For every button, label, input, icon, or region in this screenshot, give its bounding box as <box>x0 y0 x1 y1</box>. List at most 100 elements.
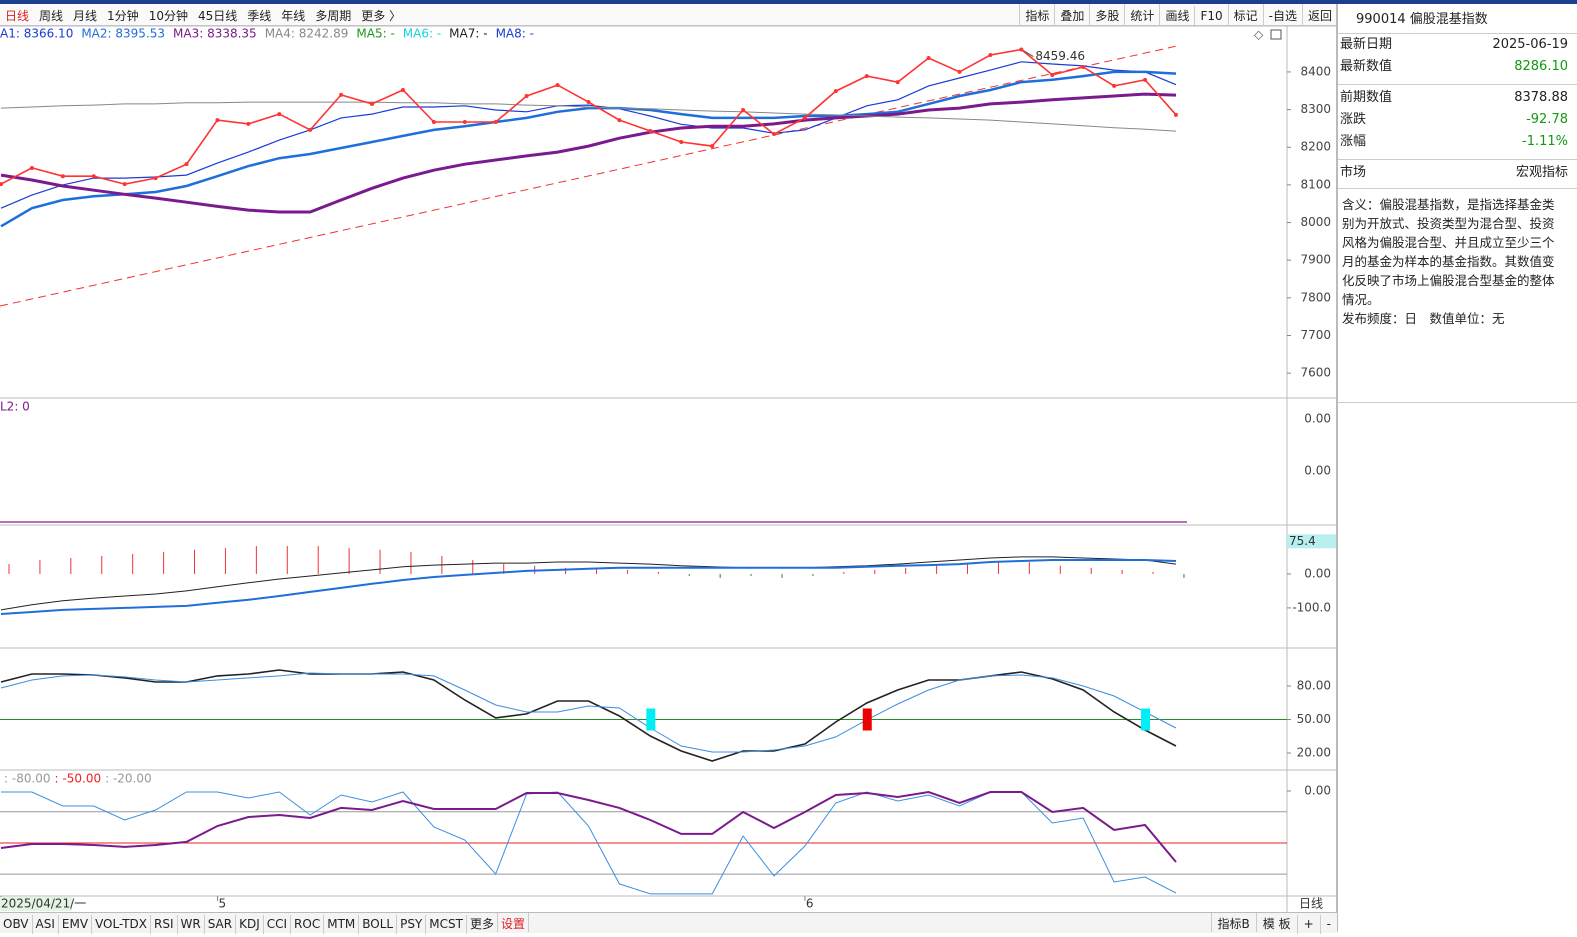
signal-marker <box>646 708 656 731</box>
price-dot <box>710 144 715 149</box>
level-label: : -20.00 <box>105 772 152 786</box>
price-dot <box>431 120 436 125</box>
template-buttons: 指标B 模 板 + - <box>1210 913 1337 934</box>
tool-button[interactable]: 叠加 <box>1054 4 1089 25</box>
tool-button[interactable]: F10 <box>1194 6 1227 27</box>
period-tab[interactable]: 更多 〉 <box>361 9 402 23</box>
indicator-tab[interactable]: EMV <box>59 915 93 934</box>
indicator-tab[interactable]: OBV <box>0 915 33 934</box>
ma-legend: MA8: - <box>496 27 534 41</box>
price-dot <box>0 182 3 187</box>
ma-legend: MA6: - <box>403 27 441 41</box>
series-line <box>0 556 1177 611</box>
period-tab[interactable]: 日线 <box>5 9 30 23</box>
price-dot <box>370 101 375 106</box>
template-button[interactable]: - <box>1319 915 1337 934</box>
ma-legend: A1: 8366.10 <box>0 27 73 41</box>
period-tab[interactable]: 年线 <box>281 9 306 23</box>
indicator-tab[interactable]: KDJ <box>236 915 264 934</box>
trend-line <box>0 45 1178 307</box>
period-tab[interactable]: 月线 <box>73 9 98 23</box>
divider <box>1338 402 1577 403</box>
tool-button[interactable]: 返回 <box>1301 4 1337 25</box>
y-tick-label: 8000 <box>1300 215 1331 229</box>
price-dot <box>988 52 993 57</box>
row-label: 最新数值 <box>1340 59 1393 74</box>
template-button[interactable]: 模 板 <box>1255 913 1297 932</box>
template-button[interactable]: 指标B <box>1210 913 1256 932</box>
price-dot <box>1019 47 1024 52</box>
tool-button[interactable]: 标记 <box>1227 4 1263 25</box>
indicator-tab[interactable]: PSY <box>397 915 427 934</box>
price-dot <box>60 174 65 179</box>
price-dot <box>339 92 344 97</box>
period-tab[interactable]: 10分钟 <box>148 9 188 23</box>
indicator-tab[interactable]: CCI <box>264 915 292 934</box>
y-tick-label: 0.00 <box>1304 412 1331 426</box>
price-dot <box>1112 83 1117 88</box>
period-tab[interactable]: 多周期 <box>315 9 352 23</box>
period-tab[interactable]: 季线 <box>247 9 272 23</box>
tool-button[interactable]: 指标 <box>1019 4 1054 25</box>
period-label: 日线 <box>1299 897 1323 911</box>
date-label: 2025/04/21/一 <box>1 897 86 911</box>
price-dot <box>1143 77 1148 82</box>
indicator-tab[interactable]: SAR <box>205 915 237 934</box>
y-tick-label: 7700 <box>1300 328 1331 342</box>
info-row: 涨跌 -92.78 <box>1338 109 1577 131</box>
y-tick-label: 8300 <box>1300 102 1331 116</box>
y-tick-label: 7800 <box>1300 290 1331 304</box>
tool-button[interactable]: 统计 <box>1124 4 1159 25</box>
date-label: 5 <box>218 897 226 911</box>
price-dot <box>308 127 313 132</box>
y-tick-label: 0.00 <box>1304 784 1331 798</box>
indicator-tab[interactable]: MTM <box>324 915 360 934</box>
price-dot <box>957 69 962 74</box>
price-dot <box>895 80 900 85</box>
indicator-tab[interactable]: ASI <box>33 915 59 934</box>
price-dot <box>215 118 220 123</box>
price-dot <box>524 94 529 99</box>
y-tick-label: 0.00 <box>1304 566 1331 580</box>
price-dot <box>400 88 405 93</box>
indicator-tab[interactable]: ROC <box>291 915 325 934</box>
y-tick-label: 8100 <box>1300 177 1331 191</box>
indicator-tab[interactable]: WR <box>178 915 205 934</box>
price-dot <box>246 121 251 126</box>
tool-button[interactable]: 画线 <box>1159 4 1194 25</box>
price-dot <box>586 100 591 105</box>
price-dot <box>122 182 127 187</box>
y-tick-label: 50.00 <box>1297 712 1331 726</box>
price-dot <box>29 165 34 170</box>
series-line <box>0 559 1177 615</box>
indicator-tab[interactable]: BOLL <box>359 915 398 934</box>
row-label: 最新日期 <box>1340 37 1393 52</box>
date-highlight <box>0 897 72 911</box>
indicator-tab[interactable]: RSI <box>151 915 178 934</box>
top-strip <box>0 0 1577 4</box>
y-tick-label: 20.00 <box>1297 746 1331 760</box>
peak-pointer <box>1023 50 1034 57</box>
period-tab[interactable]: 45日线 <box>197 9 238 23</box>
period-tab[interactable]: 1分钟 <box>107 9 139 23</box>
price-dot <box>617 118 622 123</box>
indicator-tab[interactable]: MCST <box>426 915 467 934</box>
series-line <box>0 790 1177 863</box>
y-tick-label: 8200 <box>1300 140 1331 154</box>
tool-button[interactable]: -自选 <box>1262 4 1302 25</box>
price-dot <box>802 115 807 120</box>
series-line <box>0 48 1177 185</box>
tool-button[interactable]: 多股 <box>1089 4 1124 25</box>
price-dot <box>1081 65 1086 70</box>
info-row: 市场 宏观指标 <box>1338 159 1577 184</box>
indicator-tab[interactable]: VOL-TDX <box>92 915 151 934</box>
indicator-tab[interactable]: 更多 <box>467 913 498 932</box>
template-button[interactable]: + <box>1296 915 1320 934</box>
info-rows: 最新日期 2025-06-19 最新数值 8286.10 前期数值 8378.88 涨跌 -9… <box>1338 34 1577 184</box>
row-label: 涨跌 <box>1340 112 1367 127</box>
row-value: 宏观指标 <box>1515 165 1568 180</box>
row-value: -92.78 <box>1526 112 1568 127</box>
indicator-tab[interactable]: 设置 <box>498 913 530 932</box>
period-tab[interactable]: 周线 <box>39 9 64 23</box>
